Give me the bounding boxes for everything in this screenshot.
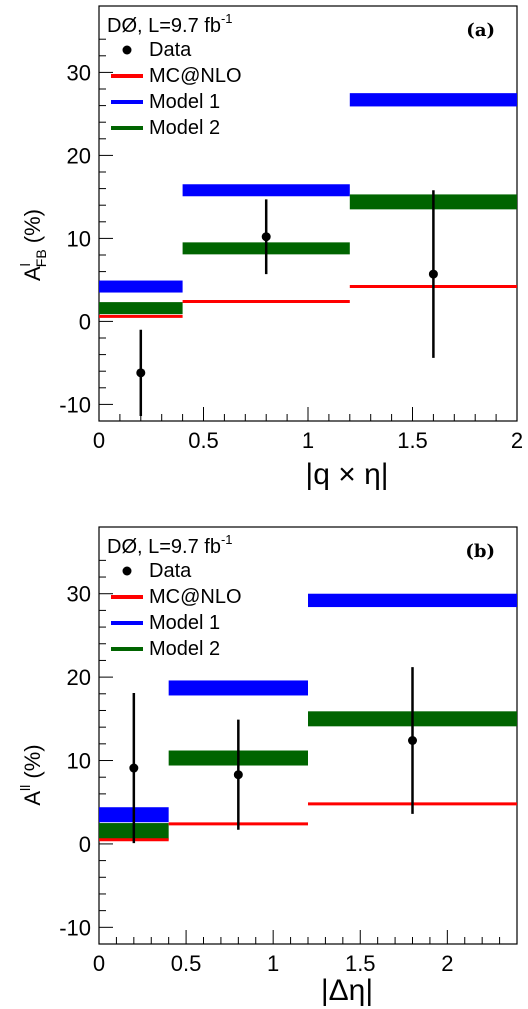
y-title-superscript: l <box>17 263 33 266</box>
y-tick-label: -10 <box>59 915 91 940</box>
data-point <box>233 770 243 780</box>
legend: Data MC@NLO Model 1 Model 2 <box>111 39 242 139</box>
data-point <box>261 232 271 242</box>
x-tick-label: 1.5 <box>397 428 428 453</box>
y-title-subscript: FB <box>33 249 49 267</box>
y-tick-label: 10 <box>67 226 91 251</box>
model1-band <box>182 184 350 197</box>
y-tick-label: 20 <box>67 143 91 168</box>
panel-label: (b) <box>465 541 495 562</box>
legend-label: Model 1 <box>149 91 220 113</box>
legend: Data MC@NLO Model 1 Model 2 <box>111 560 242 660</box>
model1-band <box>99 280 183 293</box>
legend-label: Model 2 <box>149 638 220 660</box>
legend-label: Model 1 <box>149 612 220 634</box>
x-tick-label: 2 <box>441 951 453 976</box>
y-axis-title: All (%) <box>17 744 45 805</box>
x-tick-label: 1.5 <box>345 951 376 976</box>
y-tick-label: 30 <box>67 582 91 607</box>
lumi-exponent: -1 <box>221 11 233 26</box>
legend-marker-data <box>122 45 132 55</box>
y-title-unit: (%) <box>20 744 45 784</box>
y-title-main: A <box>20 791 45 806</box>
legend-label: MC@NLO <box>149 586 242 608</box>
x-tick-label: 0 <box>93 951 105 976</box>
y-title-main: A <box>20 266 45 281</box>
legend-marker-data <box>122 566 132 576</box>
experiment-label: DØ, L=9.7 fb-1 <box>107 532 233 558</box>
model1-band <box>168 680 308 696</box>
panel-label: (a) <box>466 20 495 41</box>
x-axis-title: |Δη| <box>321 974 373 1007</box>
x-tick-label: 0.5 <box>171 951 202 976</box>
legend-label: Data <box>149 39 192 61</box>
y-tick-label: 0 <box>79 832 91 857</box>
y-axis-title: AlFB (%) <box>17 209 49 281</box>
x-tick-label: 0 <box>93 428 105 453</box>
y-tick-label: 10 <box>67 749 91 774</box>
x-tick-label: 1 <box>302 428 314 453</box>
x-axis-title: |q × η| <box>305 458 388 491</box>
x-tick-label: 2 <box>511 428 523 453</box>
experiment-label: DØ, L=9.7 fb-1 <box>107 11 233 37</box>
y-title-unit: (%) <box>20 209 45 249</box>
y-tick-label: 20 <box>67 665 91 690</box>
model1-band <box>308 593 517 608</box>
lumi-exponent: -1 <box>221 532 233 547</box>
y-title-superscript: ll <box>17 785 33 791</box>
legend-label: MC@NLO <box>149 65 242 87</box>
y-tick-label: 30 <box>67 60 91 85</box>
data-point <box>428 269 438 279</box>
model2-band <box>99 302 183 315</box>
y-tick-label: 0 <box>79 309 91 334</box>
data-point <box>136 368 146 378</box>
model1-band <box>349 93 517 107</box>
experiment-text: DØ, L=9.7 fb <box>107 536 221 558</box>
x-tick-label: 1 <box>267 951 279 976</box>
legend-label: Model 2 <box>149 117 220 139</box>
y-tick-label: -10 <box>59 392 91 417</box>
data-point <box>129 763 139 773</box>
legend-label: Data <box>149 560 192 582</box>
x-tick-label: 0.5 <box>188 428 219 453</box>
data-point <box>408 736 417 746</box>
experiment-text: DØ, L=9.7 fb <box>107 15 221 37</box>
